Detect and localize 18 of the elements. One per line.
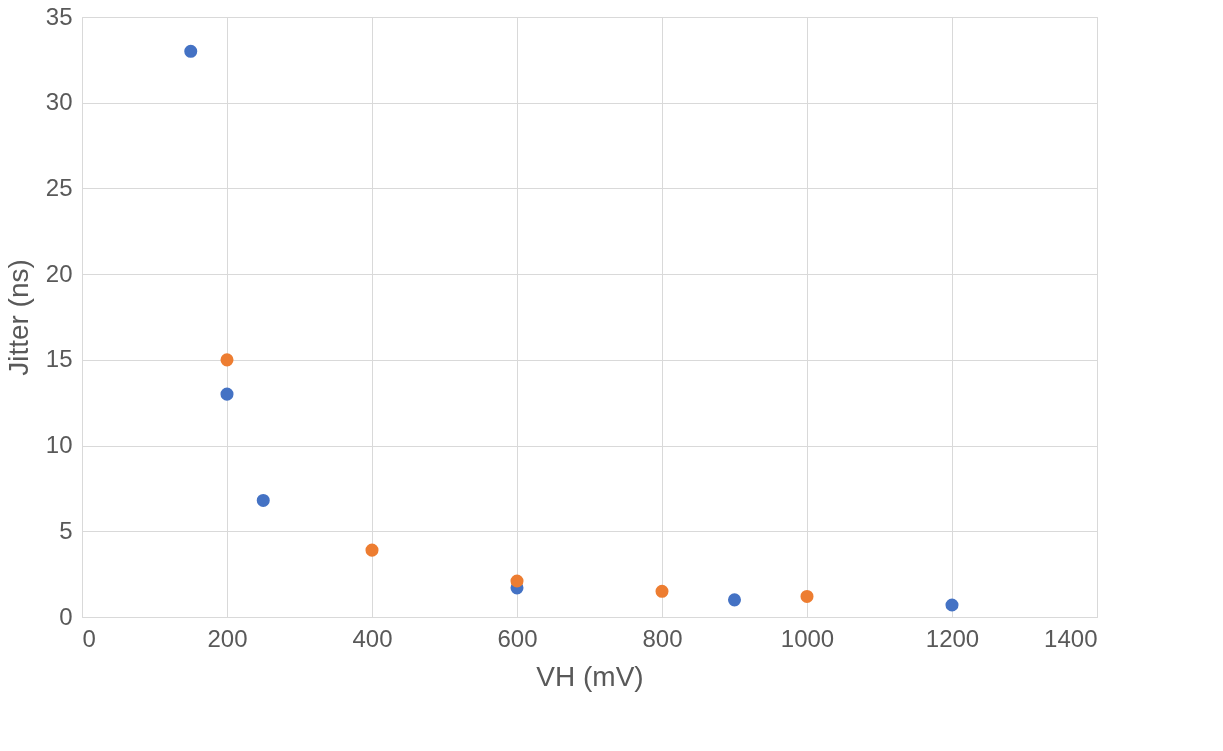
x-tick-label: 200 [207, 624, 248, 652]
x-tick-label: 800 [642, 624, 683, 652]
x-tick-label: 1400 [1044, 624, 1098, 652]
y-tick-label: 30 [45, 88, 73, 116]
x-axis-title: VH (mV) [536, 660, 644, 692]
y-tick-label: 10 [45, 431, 73, 459]
y-tick-label: 25 [45, 173, 73, 201]
y-tick-label: 35 [45, 2, 73, 30]
y-tick-label: 20 [45, 259, 73, 287]
y-tick-label: 15 [45, 345, 73, 373]
y-tick-label: 0 [59, 602, 73, 630]
y-axis-title: Jitter (ns) [2, 259, 34, 376]
x-tick-label: 1000 [780, 624, 835, 652]
x-tick-label: 1200 [925, 624, 980, 652]
y-tick-label: 5 [59, 516, 73, 544]
x-tick-label: 0 [82, 624, 96, 652]
x-tick-label: 600 [497, 624, 538, 652]
x-tick-label: 400 [352, 624, 393, 652]
